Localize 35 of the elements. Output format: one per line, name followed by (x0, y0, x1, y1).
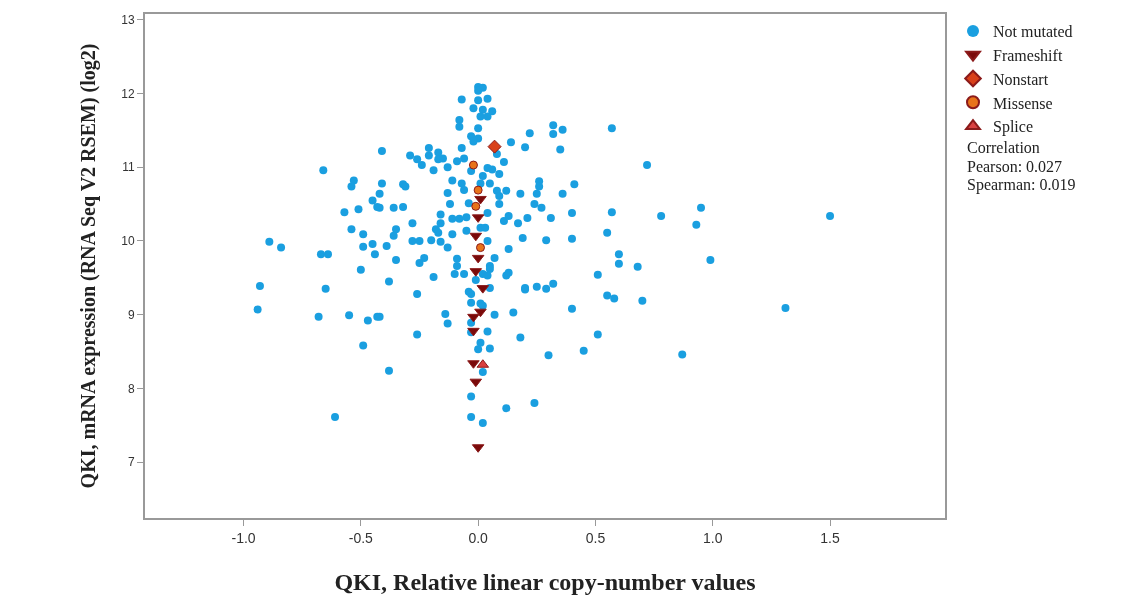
legend-label: Frameshift (993, 46, 1063, 64)
point (473, 185, 483, 195)
text: Correlation (967, 139, 1040, 156)
y-tick-label: 9 (127, 307, 135, 322)
text: Pearson: 0.027 (967, 158, 1063, 175)
legend-label: Nonstart (993, 70, 1049, 88)
point (474, 195, 487, 205)
x-tick-label: -1.0 (231, 529, 256, 546)
point (471, 254, 485, 264)
point (469, 232, 483, 242)
y-tick-label: 11 (122, 160, 135, 175)
point (474, 308, 487, 318)
point (487, 139, 502, 154)
legend-label: Splice (993, 118, 1033, 137)
text: Spearman: 0.019 (967, 176, 1076, 194)
point (475, 243, 485, 253)
y-tick-label: 13 (121, 13, 135, 28)
x-tick-label: 0.5 (585, 529, 606, 546)
point (467, 327, 480, 337)
legend-label: Missense (993, 94, 1053, 112)
x-axis-title: QKI, Relative linear copy-number values (334, 568, 756, 595)
point (469, 378, 483, 388)
point (467, 313, 480, 323)
y-tick-label: 7 (127, 455, 135, 470)
y-axis-title: QKI, mRNA expression (RNA Seq V2 RSEM) (log2) (77, 43, 101, 489)
y-tick-label: 10 (121, 234, 135, 249)
x-tick-label: 1.0 (703, 529, 723, 546)
y-tick-label: 8 (127, 381, 135, 396)
x-tick-label: 0.0 (468, 529, 489, 546)
y-tick-label: 12 (121, 86, 135, 101)
point (468, 160, 478, 170)
x-tick-label: -0.5 (348, 529, 374, 546)
legend-label: Not mutated (993, 23, 1073, 41)
x-tick-label: 1.5 (820, 529, 840, 546)
point (471, 201, 481, 211)
